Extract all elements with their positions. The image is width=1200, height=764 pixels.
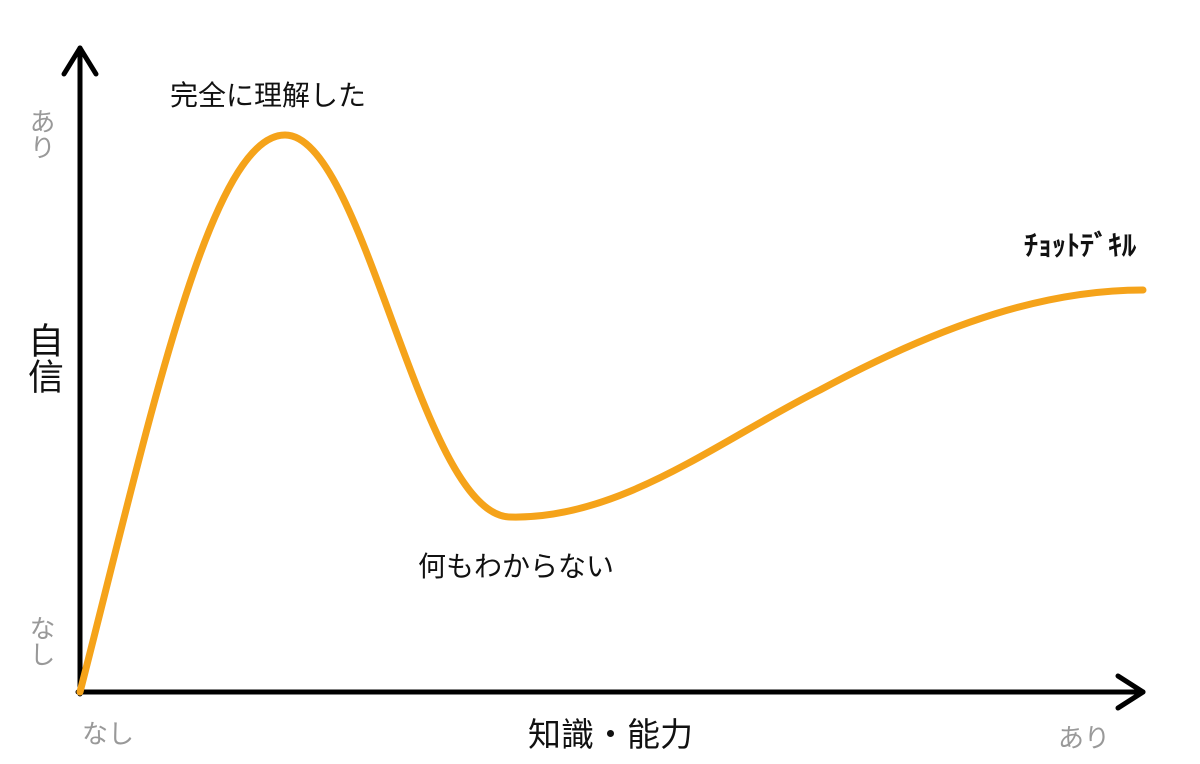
peak-annotation: 完全に理解した (170, 79, 367, 112)
x-axis-arrow (1115, 673, 1146, 711)
x-low-label: なし (82, 720, 135, 750)
y-high-label: あり (25, 108, 55, 160)
x-high-label: あり (1058, 724, 1111, 754)
y-axis-arrow (61, 45, 99, 77)
x-axis-title: 知識・能力 (528, 715, 693, 754)
plateau-annotation: ﾁｮｯﾄﾃﾞｷﾙ (1024, 229, 1137, 262)
trough-annotation: 何もわからない (418, 550, 615, 583)
confidence-curve (76, 131, 1147, 696)
y-low-label: なし (25, 615, 55, 667)
y-axis-title: 自信 (22, 322, 63, 394)
